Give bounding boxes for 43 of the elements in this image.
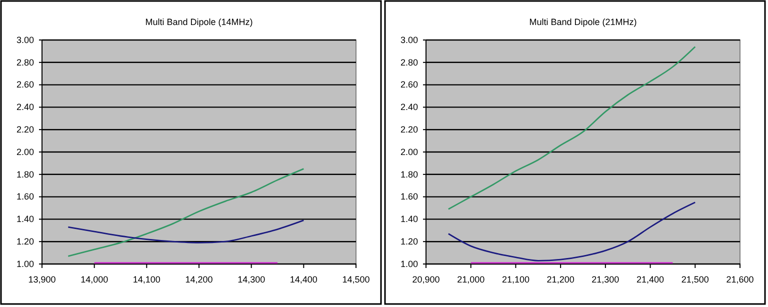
x-tick-label: 14,400	[290, 274, 318, 284]
x-tick-label: 13,900	[28, 274, 56, 284]
chart-title: Multi Band Dipole (21MHz)	[529, 17, 637, 27]
x-tick-label: 21,600	[726, 274, 754, 284]
y-tick-label: 2.00	[400, 146, 418, 157]
y-tick-label: 1.80	[16, 169, 34, 180]
y-tick-label: 1.80	[400, 169, 418, 180]
x-tick-label: 21,300	[592, 274, 620, 284]
y-tick-label: 1.40	[16, 214, 34, 224]
y-tick-label: 1.00	[400, 258, 418, 269]
y-tick-label: 2.40	[400, 102, 418, 112]
x-tick-label: 14,100	[132, 274, 160, 284]
y-tick-label: 2.80	[16, 57, 34, 68]
y-tick-label: 2.20	[400, 124, 418, 134]
y-tick-label: 2.20	[16, 124, 34, 134]
y-tick-label: 2.60	[16, 80, 34, 90]
line-series	[67, 168, 304, 257]
x-tick-label: 21,200	[546, 274, 574, 284]
y-tick-label: 3.00	[400, 34, 418, 45]
line-series	[448, 202, 696, 262]
x-tick-label: 14,500	[342, 274, 370, 284]
chart-title: Multi Band Dipole (14MHz)	[145, 17, 253, 27]
x-tick-label: 21,000	[457, 274, 485, 284]
line-series	[67, 220, 304, 244]
y-tick-label: 1.40	[400, 214, 418, 224]
y-tick-label: 1.60	[400, 192, 418, 202]
y-tick-label: 3.00	[16, 34, 34, 45]
y-tick-label: 2.80	[400, 57, 418, 68]
y-tick-label: 1.20	[16, 236, 34, 246]
y-tick-label: 1.20	[400, 236, 418, 246]
y-tick-label: 2.00	[16, 146, 34, 157]
x-tick-label: 21,500	[681, 274, 709, 284]
x-tick-label: 21,400	[636, 274, 664, 284]
y-tick-label: 1.00	[16, 258, 34, 269]
line-series	[448, 46, 696, 210]
y-tick-label: 2.40	[16, 102, 34, 112]
x-tick-label: 21,100	[502, 274, 530, 284]
x-tick-label: 14,000	[80, 274, 108, 284]
x-tick-label: 14,300	[238, 274, 266, 284]
y-tick-label: 2.60	[400, 80, 418, 90]
x-tick-label: 14,200	[185, 274, 213, 284]
y-tick-label: 1.60	[16, 192, 34, 202]
x-tick-label: 20,900	[412, 274, 440, 284]
